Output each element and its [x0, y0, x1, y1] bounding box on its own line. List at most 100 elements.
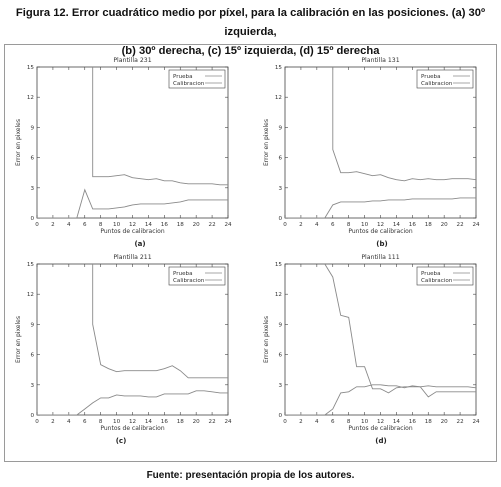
series-line-prueba [92, 67, 228, 186]
x-tick-label: 2 [299, 222, 303, 228]
x-tick-label: 6 [331, 222, 335, 228]
legend-label: Calibracion [173, 81, 205, 87]
caption-line-2: (b) 30º derecha, (c) 15º izquierda, (d) … [121, 45, 380, 57]
legend-box [416, 266, 474, 286]
x-tick-label: 6 [331, 419, 335, 425]
y-tick-label: 12 [275, 95, 282, 101]
y-tick-label: 0 [30, 413, 34, 419]
x-axis-label: Puntos de calibracion [100, 228, 164, 235]
plot-area [284, 66, 477, 219]
series-line-calibracion [37, 188, 228, 218]
series-line-prueba [92, 264, 228, 379]
x-axis-label: Puntos de calibracion [348, 228, 412, 235]
x-tick-label: 8 [99, 419, 103, 425]
x-tick-label: 0 [283, 222, 287, 228]
y-tick-label: 9 [278, 322, 282, 328]
y-tick-label: 0 [30, 216, 34, 222]
y-tick-label: 9 [30, 322, 34, 328]
chart-title: Plantilla 211 [113, 254, 151, 261]
x-tick-label: 24 [224, 222, 232, 228]
legend-label: Prueba [421, 271, 441, 277]
x-tick-label: 4 [67, 222, 71, 228]
y-tick-label: 15 [275, 65, 283, 71]
x-tick-label: 6 [83, 419, 87, 425]
x-tick-label: 14 [145, 222, 153, 228]
y-tick-label: 3 [30, 186, 34, 192]
series-line-calibracion [37, 390, 228, 415]
y-tick-label: 3 [278, 186, 282, 192]
x-tick-label: 20 [193, 419, 201, 425]
y-tick-label: 12 [275, 292, 282, 298]
y-axis-label: Error en pixeles [15, 119, 22, 166]
chart-title: Plantilla 111 [361, 254, 399, 261]
x-tick-label: 10 [113, 419, 121, 425]
x-tick-label: 4 [315, 222, 319, 228]
x-tick-label: 4 [67, 419, 71, 425]
y-tick-label: 15 [27, 262, 35, 268]
x-tick-label: 0 [35, 222, 39, 228]
panel-label: (d) [375, 437, 386, 445]
x-tick-label: 10 [361, 419, 369, 425]
x-tick-label: 2 [51, 419, 55, 425]
x-tick-label: 8 [99, 222, 103, 228]
x-tick-label: 20 [441, 222, 449, 228]
x-tick-label: 22 [209, 419, 216, 425]
y-tick-label: 12 [27, 292, 34, 298]
x-tick-label: 16 [409, 419, 417, 425]
x-tick-label: 14 [145, 419, 153, 425]
legend-label: Prueba [421, 74, 441, 80]
legend-label: Calibracion [421, 81, 453, 87]
x-tick-label: 12 [377, 419, 384, 425]
x-tick-label: 8 [347, 419, 351, 425]
x-tick-label: 24 [472, 419, 480, 425]
series-line-calibracion [285, 384, 476, 415]
x-tick-label: 18 [425, 222, 433, 228]
x-tick-label: 8 [347, 222, 351, 228]
y-tick-label: 6 [278, 156, 282, 162]
legend-label: Prueba [173, 271, 193, 277]
x-tick-label: 2 [299, 419, 303, 425]
series-line-calibracion [285, 197, 476, 218]
y-tick-label: 0 [278, 413, 282, 419]
legend-label: Prueba [173, 74, 193, 80]
x-axis-label: Puntos de calibracion [100, 425, 164, 432]
x-tick-label: 20 [193, 222, 201, 228]
x-tick-label: 18 [177, 222, 185, 228]
y-tick-label: 3 [278, 383, 282, 389]
legend-box [168, 69, 226, 89]
y-tick-label: 9 [278, 125, 282, 131]
plot-area [36, 263, 229, 416]
x-tick-label: 16 [409, 222, 417, 228]
x-tick-label: 14 [393, 419, 401, 425]
y-tick-label: 6 [30, 156, 34, 162]
legend-label: Calibracion [173, 278, 205, 284]
panel-label: (c) [116, 437, 127, 445]
chart-title: Plantilla 131 [361, 57, 399, 64]
series-line-prueba [324, 264, 476, 398]
panel-label: (a) [134, 240, 145, 248]
plot-area [284, 263, 477, 416]
x-tick-label: 24 [472, 222, 480, 228]
y-tick-label: 3 [30, 383, 34, 389]
y-axis-label: Error en pixeles [15, 316, 22, 363]
x-tick-label: 12 [129, 222, 136, 228]
chart-title: Plantilla 231 [113, 57, 151, 64]
x-tick-label: 24 [224, 419, 232, 425]
y-tick-label: 6 [30, 353, 34, 359]
figure-caption: Figura 12. Error cuadrático medio por pí… [0, 4, 501, 61]
y-tick-label: 0 [278, 216, 282, 222]
x-tick-label: 18 [425, 419, 433, 425]
x-tick-label: 22 [209, 222, 216, 228]
x-tick-label: 2 [51, 222, 55, 228]
x-tick-label: 0 [35, 419, 39, 425]
x-tick-label: 16 [161, 419, 169, 425]
x-tick-label: 22 [457, 222, 464, 228]
